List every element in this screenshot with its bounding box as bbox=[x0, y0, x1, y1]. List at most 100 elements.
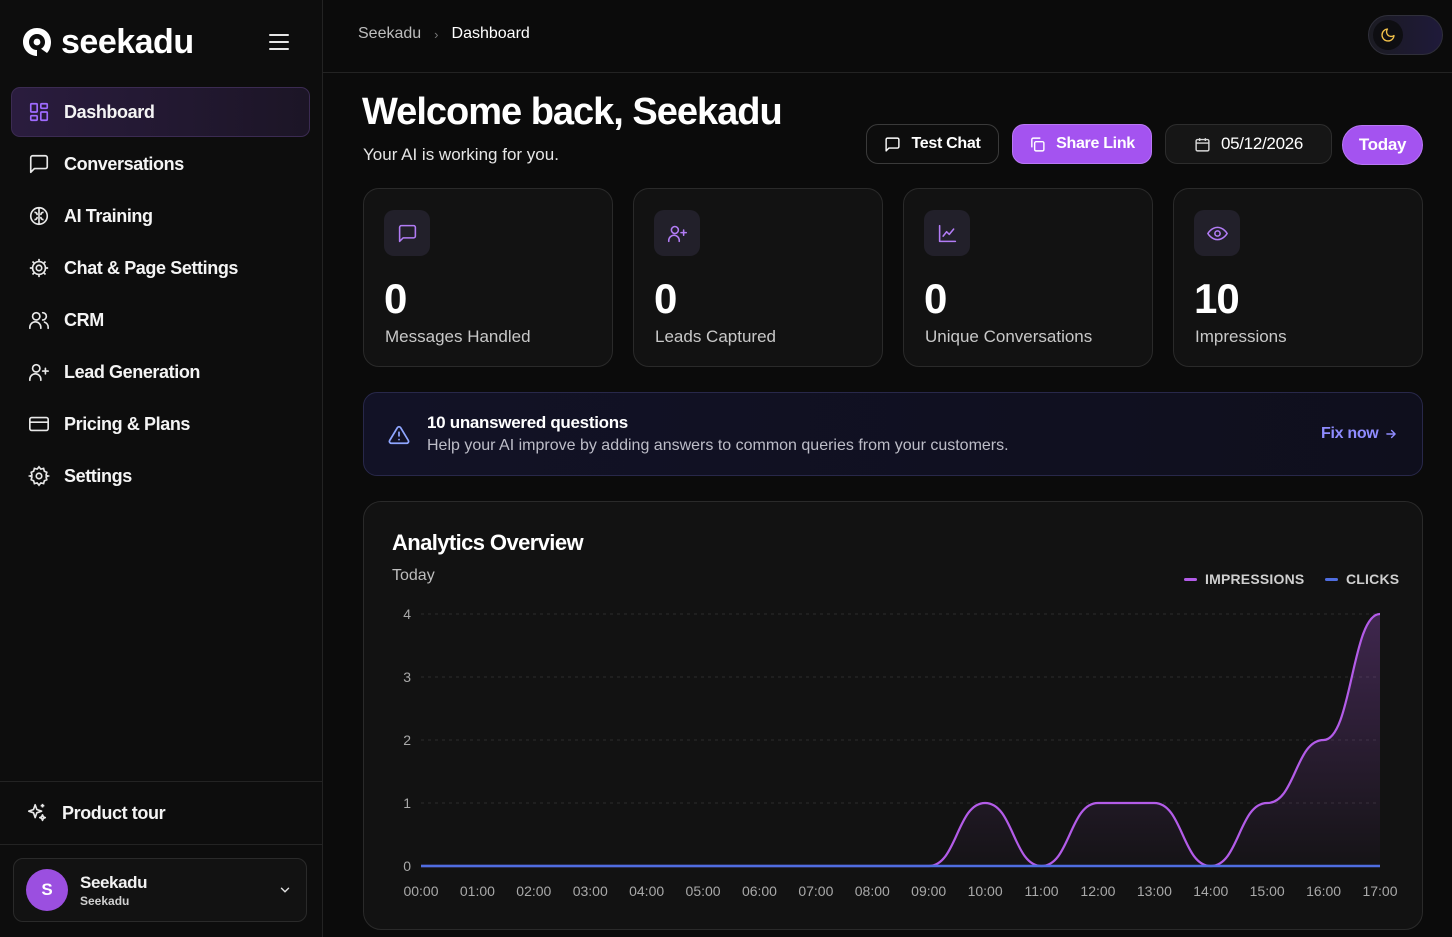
seekadu-logo-icon bbox=[23, 28, 51, 56]
user-menu[interactable]: S Seekadu Seekadu bbox=[13, 858, 307, 922]
stat-card-messages: 0 Messages Handled bbox=[363, 188, 613, 367]
chevron-down-icon bbox=[280, 887, 290, 893]
legend-label: CLICKS bbox=[1346, 571, 1400, 587]
sidebar-item-label: Lead Generation bbox=[64, 361, 201, 382]
y-tick-label: 1 bbox=[403, 795, 411, 811]
breadcrumb-separator: › bbox=[434, 26, 439, 42]
stat-value: 0 bbox=[924, 275, 947, 322]
x-tick-label: 09:00 bbox=[911, 883, 946, 899]
stat-card-leads: 0 Leads Captured bbox=[633, 188, 883, 367]
theme-toggle[interactable] bbox=[1368, 15, 1443, 55]
page-title: Welcome back, Seekadu bbox=[362, 91, 783, 133]
analytics-chart-card: Analytics Overview Today IMPRESSIONS CLI… bbox=[363, 501, 1423, 930]
moon-icon bbox=[1373, 20, 1403, 50]
test-chat-button[interactable]: Test Chat bbox=[866, 124, 999, 164]
y-tick-label: 2 bbox=[403, 732, 411, 748]
stat-value: 10 bbox=[1194, 275, 1240, 322]
brand-name: seekadu bbox=[61, 23, 194, 61]
sidebar-item-ai-training[interactable]: AI Training bbox=[11, 191, 310, 241]
x-tick-label: 10:00 bbox=[968, 883, 1003, 899]
sidebar-item-conversations[interactable]: Conversations bbox=[11, 139, 310, 189]
chart-subtitle: Today bbox=[392, 567, 435, 584]
sidebar: seekadu Dashboard Conversations AI Train… bbox=[0, 0, 323, 937]
stat-label: Messages Handled bbox=[385, 327, 531, 346]
sidebar-item-crm[interactable]: CRM bbox=[11, 295, 310, 345]
stat-label: Unique Conversations bbox=[925, 327, 1093, 346]
cog-icon bbox=[29, 258, 49, 278]
credit-card-icon bbox=[29, 416, 49, 432]
x-tick-label: 02:00 bbox=[516, 883, 551, 899]
stat-card-impressions: 10 Impressions bbox=[1173, 188, 1423, 367]
stat-value: 0 bbox=[654, 275, 677, 322]
today-label: Today bbox=[1358, 135, 1407, 154]
sidebar-item-label: Settings bbox=[64, 465, 132, 486]
stat-card-conversations: 0 Unique Conversations bbox=[903, 188, 1153, 367]
impressions-line bbox=[421, 612, 1381, 868]
x-tick-label: 16:00 bbox=[1306, 883, 1341, 899]
product-tour-label: Product tour bbox=[62, 802, 166, 823]
today-button[interactable]: Today bbox=[1342, 125, 1423, 165]
x-tick-label: 08:00 bbox=[855, 883, 890, 899]
legend-label: IMPRESSIONS bbox=[1205, 571, 1305, 587]
dashboard-grid-icon bbox=[29, 102, 49, 122]
user-plus-icon bbox=[654, 210, 700, 256]
page-subtitle: Your AI is working for you. bbox=[363, 145, 559, 164]
y-tick-label: 4 bbox=[403, 606, 411, 622]
message-square-icon bbox=[384, 210, 430, 256]
stat-label: Impressions bbox=[1195, 327, 1287, 346]
warning-triangle-icon bbox=[388, 425, 410, 445]
copy-icon bbox=[1031, 136, 1045, 152]
impressions-area bbox=[421, 614, 1380, 866]
y-tick-label: 3 bbox=[403, 669, 411, 685]
sidebar-item-settings[interactable]: Settings bbox=[11, 451, 310, 501]
breadcrumb: Seekadu › Dashboard bbox=[358, 25, 530, 43]
breadcrumb-current: Dashboard bbox=[451, 25, 530, 42]
x-tick-label: 11:00 bbox=[1025, 883, 1059, 899]
brand[interactable]: seekadu bbox=[22, 22, 194, 62]
sidebar-nav: Dashboard Conversations AI Training Chat… bbox=[11, 87, 310, 503]
topbar: Seekadu › Dashboard bbox=[323, 0, 1452, 73]
x-tick-label: 04:00 bbox=[629, 883, 664, 899]
x-tick-label: 17:00 bbox=[1362, 883, 1397, 899]
legend-impressions[interactable]: IMPRESSIONS bbox=[1184, 571, 1304, 587]
sidebar-item-label: Chat & Page Settings bbox=[64, 257, 239, 278]
analytics-chart: 0 1 2 3 4 00:00 01:00 02:00 03:00 04:00 05:00 06:00… bbox=[403, 606, 1398, 899]
menu-toggle-icon[interactable] bbox=[268, 32, 290, 52]
date-value: 05/12/2026 bbox=[1220, 134, 1304, 153]
eye-icon bbox=[1194, 210, 1240, 256]
x-tick-label: 14:00 bbox=[1193, 883, 1228, 899]
x-tick-label: 00:00 bbox=[403, 883, 438, 899]
x-tick-label: 15:00 bbox=[1250, 883, 1285, 899]
product-tour-button[interactable]: Product tour bbox=[0, 781, 322, 845]
message-square-icon bbox=[885, 136, 901, 152]
alert-title: 10 unanswered questions bbox=[427, 413, 628, 432]
user-org: Seekadu bbox=[80, 893, 130, 908]
message-square-icon bbox=[29, 154, 49, 174]
legend-clicks[interactable]: CLICKS bbox=[1325, 571, 1399, 587]
sidebar-item-label: Dashboard bbox=[64, 101, 155, 122]
unanswered-questions-alert: 10 unanswered questions Help your AI imp… bbox=[363, 392, 1423, 476]
x-tick-label: 06:00 bbox=[742, 883, 777, 899]
line-chart-icon bbox=[924, 210, 970, 256]
x-tick-label: 03:00 bbox=[573, 883, 608, 899]
users-icon bbox=[29, 311, 49, 330]
sidebar-item-pricing-plans[interactable]: Pricing & Plans bbox=[11, 399, 310, 449]
date-picker[interactable]: 05/12/2026 bbox=[1165, 124, 1332, 164]
user-plus-icon bbox=[29, 363, 49, 382]
calendar-icon bbox=[1195, 137, 1210, 152]
breadcrumb-root-link[interactable]: Seekadu bbox=[358, 25, 422, 42]
sidebar-item-label: Conversations bbox=[64, 153, 184, 174]
sidebar-item-chat-page-settings[interactable]: Chat & Page Settings bbox=[11, 243, 310, 293]
sidebar-item-lead-generation[interactable]: Lead Generation bbox=[11, 347, 310, 397]
sidebar-item-dashboard[interactable]: Dashboard bbox=[11, 87, 310, 137]
sidebar-item-label: AI Training bbox=[64, 205, 153, 226]
fix-now-label: Fix now bbox=[1321, 425, 1379, 442]
fix-now-link[interactable]: Fix now bbox=[1321, 425, 1398, 443]
settings-gear-icon bbox=[28, 465, 50, 487]
avatar: S bbox=[26, 869, 68, 911]
chart-title: Analytics Overview bbox=[392, 530, 584, 555]
x-tick-label: 01:00 bbox=[460, 883, 495, 899]
share-link-button[interactable]: Share Link bbox=[1012, 124, 1152, 164]
stat-value: 0 bbox=[384, 275, 407, 322]
sidebar-item-label: Pricing & Plans bbox=[64, 413, 191, 434]
